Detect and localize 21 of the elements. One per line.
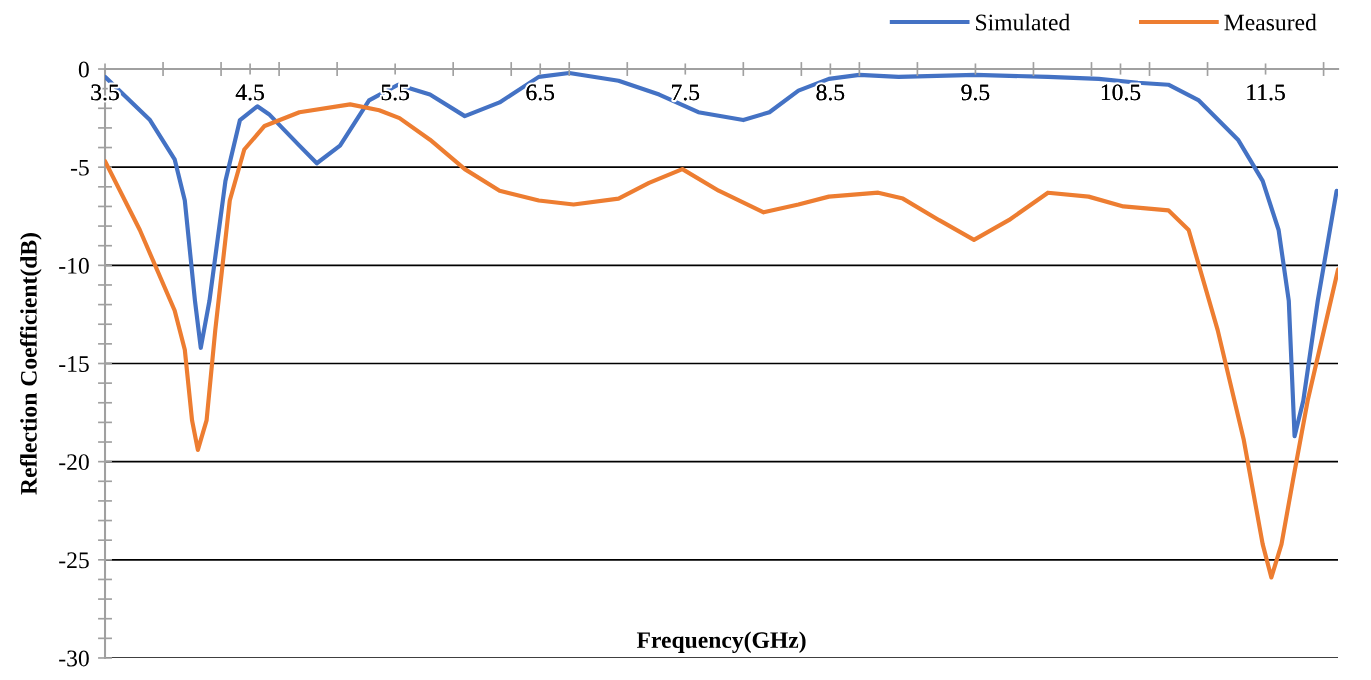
y-axis-title: Reflection Coefficient(dB) (19, 233, 42, 495)
y-tick-label: -30 (59, 650, 89, 667)
line-series (105, 102, 1339, 580)
y-tick-label: -20 (59, 454, 89, 471)
x-tick-label: 11.5 (1247, 84, 1285, 101)
y-tick-label: -10 (59, 257, 89, 274)
y-tick-label: -5 (70, 159, 89, 176)
x-tick-label: 6.5 (526, 84, 555, 101)
x-tick-label: 4.5 (235, 84, 264, 101)
y-tick-label: -15 (59, 356, 89, 372)
x-tick-label: 9.5 (961, 84, 990, 101)
x-tick-label: 8.5 (816, 84, 845, 101)
y-tick-label: 0 (78, 61, 89, 78)
x-tick-label: 7.5 (672, 84, 700, 101)
x-tick-label: 3.5 (91, 84, 119, 101)
x-tick-label: 5.5 (381, 84, 409, 101)
legend-label: Measured (1224, 13, 1317, 31)
legend-label: Simulated (976, 13, 1070, 31)
y-tick-label: -25 (59, 552, 89, 569)
x-tick-label: 10.5 (1101, 84, 1141, 101)
x-axis-title: Frequency(GHz) (636, 631, 806, 653)
